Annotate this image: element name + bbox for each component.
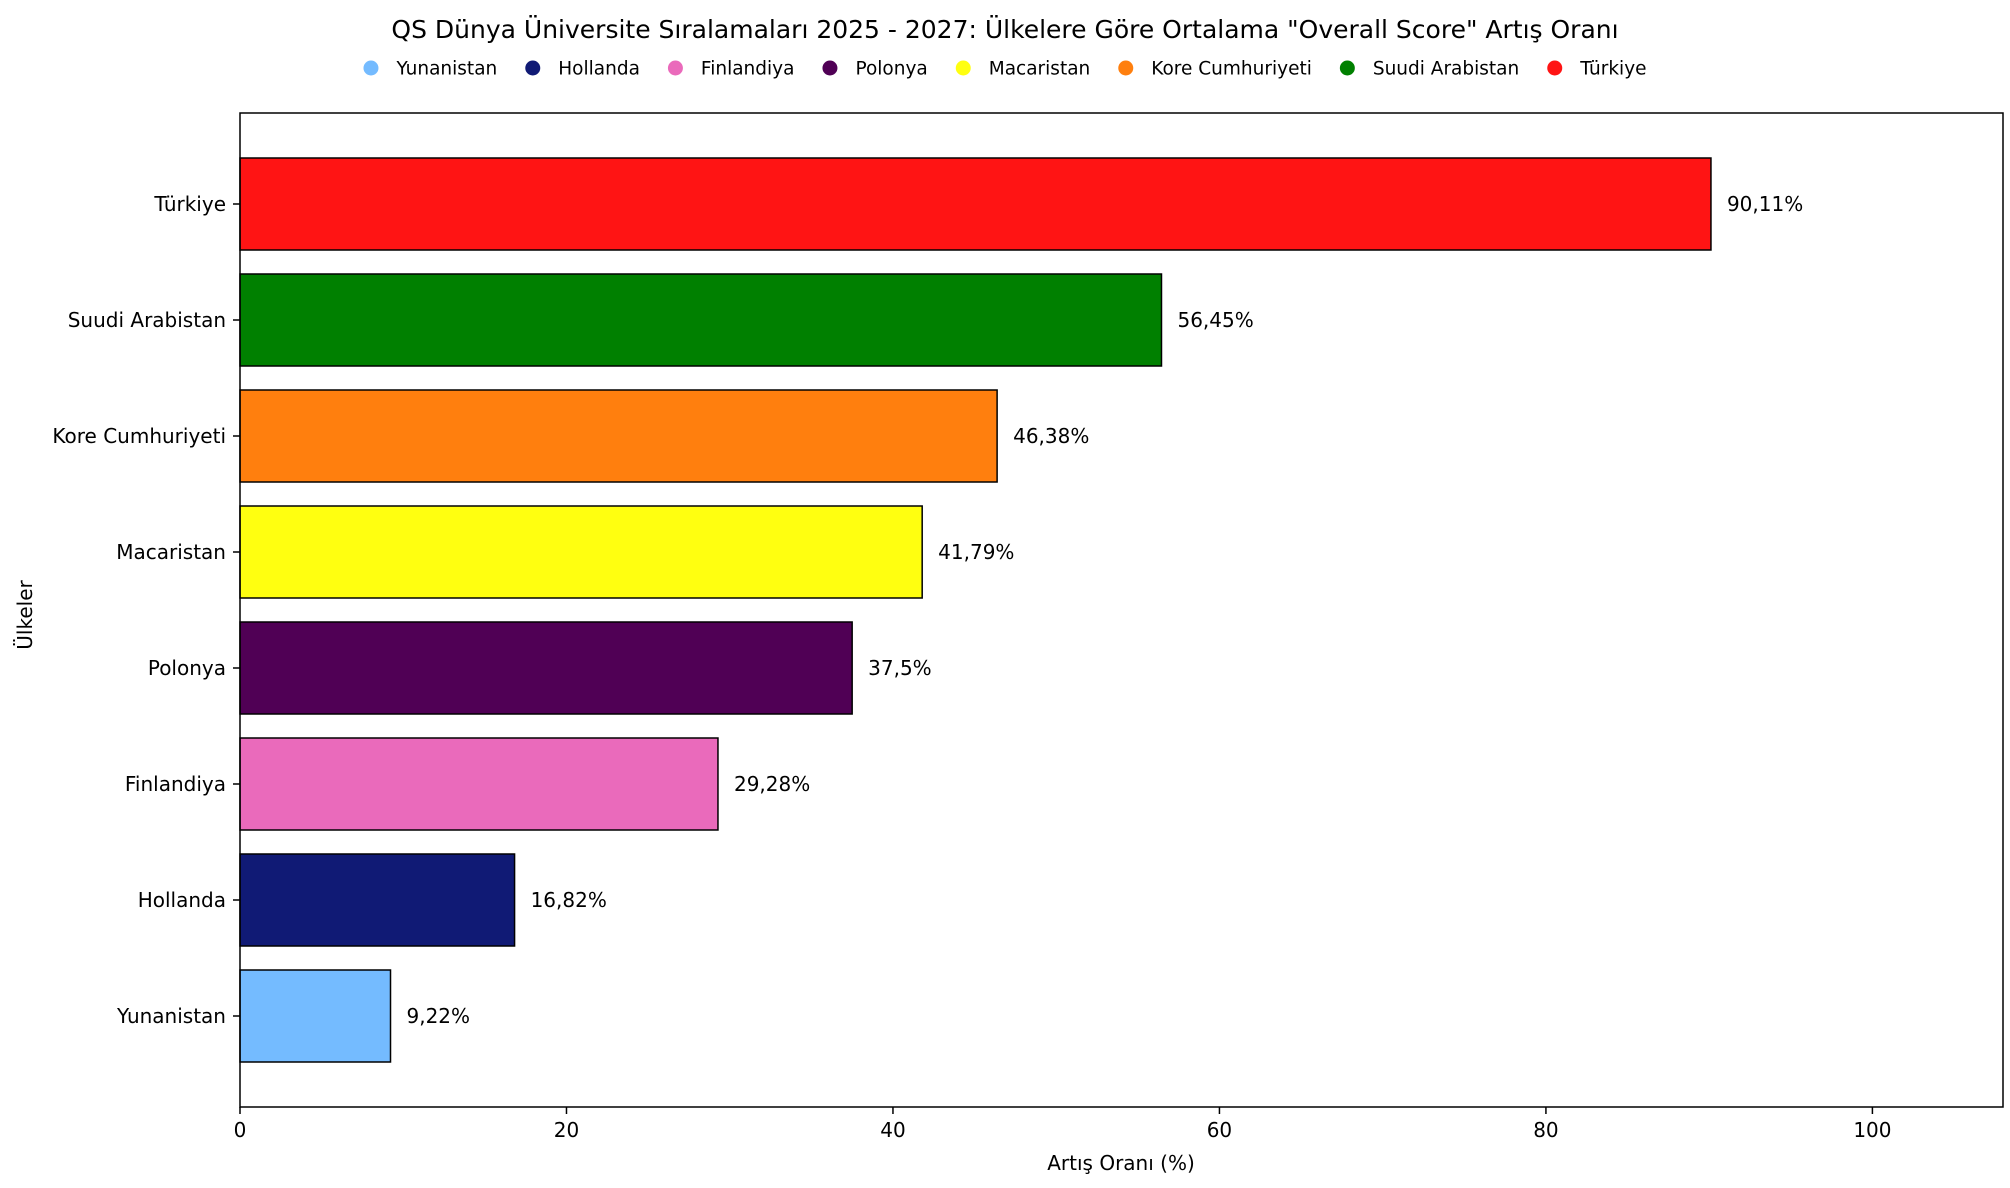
- legend-label-hollanda: Hollanda: [558, 59, 640, 80]
- value-label-suudi-arabistan: 56,45%: [1177, 308, 1253, 332]
- legend-label-macaristan: Macaristan: [989, 59, 1091, 80]
- legend-label-yunanistan: Yunanistan: [395, 59, 497, 80]
- bars: [239, 157, 1712, 1063]
- legend-marker-macaristan: [955, 60, 971, 76]
- legend-marker-hollanda: [525, 60, 541, 76]
- value-labels: 9,22% 16,82% 29,28% 37,5% 41,79% 46,38% 56,45%…: [407, 192, 1804, 1028]
- value-label-hollanda: 16,82%: [531, 888, 607, 912]
- plot-frame: [239, 112, 2004, 1108]
- chart-title: QS Dünya Üniversite Sıralamaları 2025 - …: [391, 15, 1618, 44]
- x-axis-ticks: 0 20 40 60 80 100: [234, 1107, 1892, 1142]
- x-tick-label-0: 0: [234, 1118, 247, 1142]
- y-tick-label-turkiye: Türkiye: [153, 192, 226, 216]
- value-label-finlandiya: 29,28%: [734, 772, 810, 796]
- legend-label-finlandiya: Finlandiya: [701, 59, 795, 80]
- x-tick-label-100: 100: [1853, 1118, 1891, 1142]
- legend-marker-turkiye: [1547, 60, 1563, 76]
- y-axis-ticks: Yunanistan Hollanda Finlandiya Polonya Macar…: [52, 192, 240, 1028]
- value-label-polonya: 37,5%: [868, 656, 932, 680]
- y-tick-label-kore-cumhuriyeti: Kore Cumhuriyeti: [52, 424, 226, 448]
- y-axis-label: Ülkeler: [13, 579, 37, 649]
- bar-hollanda: [239, 853, 516, 947]
- y-tick-label-yunanistan: Yunanistan: [116, 1004, 226, 1028]
- bar-finlandiya: [239, 737, 719, 831]
- y-tick-label-suudi-arabistan: Suudi Arabistan: [68, 308, 226, 332]
- bar-suudi-arabistan: [239, 273, 1163, 367]
- y-tick-label-hollanda: Hollanda: [138, 888, 226, 912]
- y-tick-label-polonya: Polonya: [148, 656, 226, 680]
- legend-marker-finlandiya: [667, 60, 683, 76]
- legend: Yunanistan Hollanda Finlandiya Polonya Macar…: [363, 59, 1647, 80]
- bar-turkiye: [239, 157, 1712, 251]
- bar-macaristan: [239, 505, 923, 599]
- x-tick-label-60: 60: [1207, 1118, 1232, 1142]
- bar-polonya: [239, 621, 853, 715]
- bar-yunanistan: [239, 969, 392, 1063]
- bar-kore-cumhuriyeti: [239, 389, 998, 483]
- x-tick-label-20: 20: [554, 1118, 579, 1142]
- legend-marker-polonya: [822, 60, 838, 76]
- legend-label-suudi-arabistan: Suudi Arabistan: [1373, 59, 1519, 80]
- value-label-yunanistan: 9,22%: [407, 1004, 471, 1028]
- x-axis-label: Artış Oranı (%): [1047, 1151, 1195, 1175]
- legend-marker-kore-cumhuriyeti: [1118, 60, 1134, 76]
- legend-label-kore-cumhuriyeti: Kore Cumhuriyeti: [1151, 59, 1312, 80]
- legend-marker-suudi-arabistan: [1339, 60, 1355, 76]
- y-tick-label-finlandiya: Finlandiya: [125, 772, 226, 796]
- legend-label-polonya: Polonya: [855, 59, 927, 80]
- x-tick-label-80: 80: [1533, 1118, 1558, 1142]
- value-label-kore-cumhuriyeti: 46,38%: [1013, 424, 1089, 448]
- value-label-macaristan: 41,79%: [938, 540, 1014, 564]
- y-tick-label-macaristan: Macaristan: [116, 540, 226, 564]
- x-tick-label-40: 40: [880, 1118, 905, 1142]
- legend-marker-yunanistan: [363, 60, 379, 76]
- value-label-turkiye: 90,11%: [1727, 192, 1803, 216]
- legend-label-turkiye: Türkiye: [1579, 59, 1646, 80]
